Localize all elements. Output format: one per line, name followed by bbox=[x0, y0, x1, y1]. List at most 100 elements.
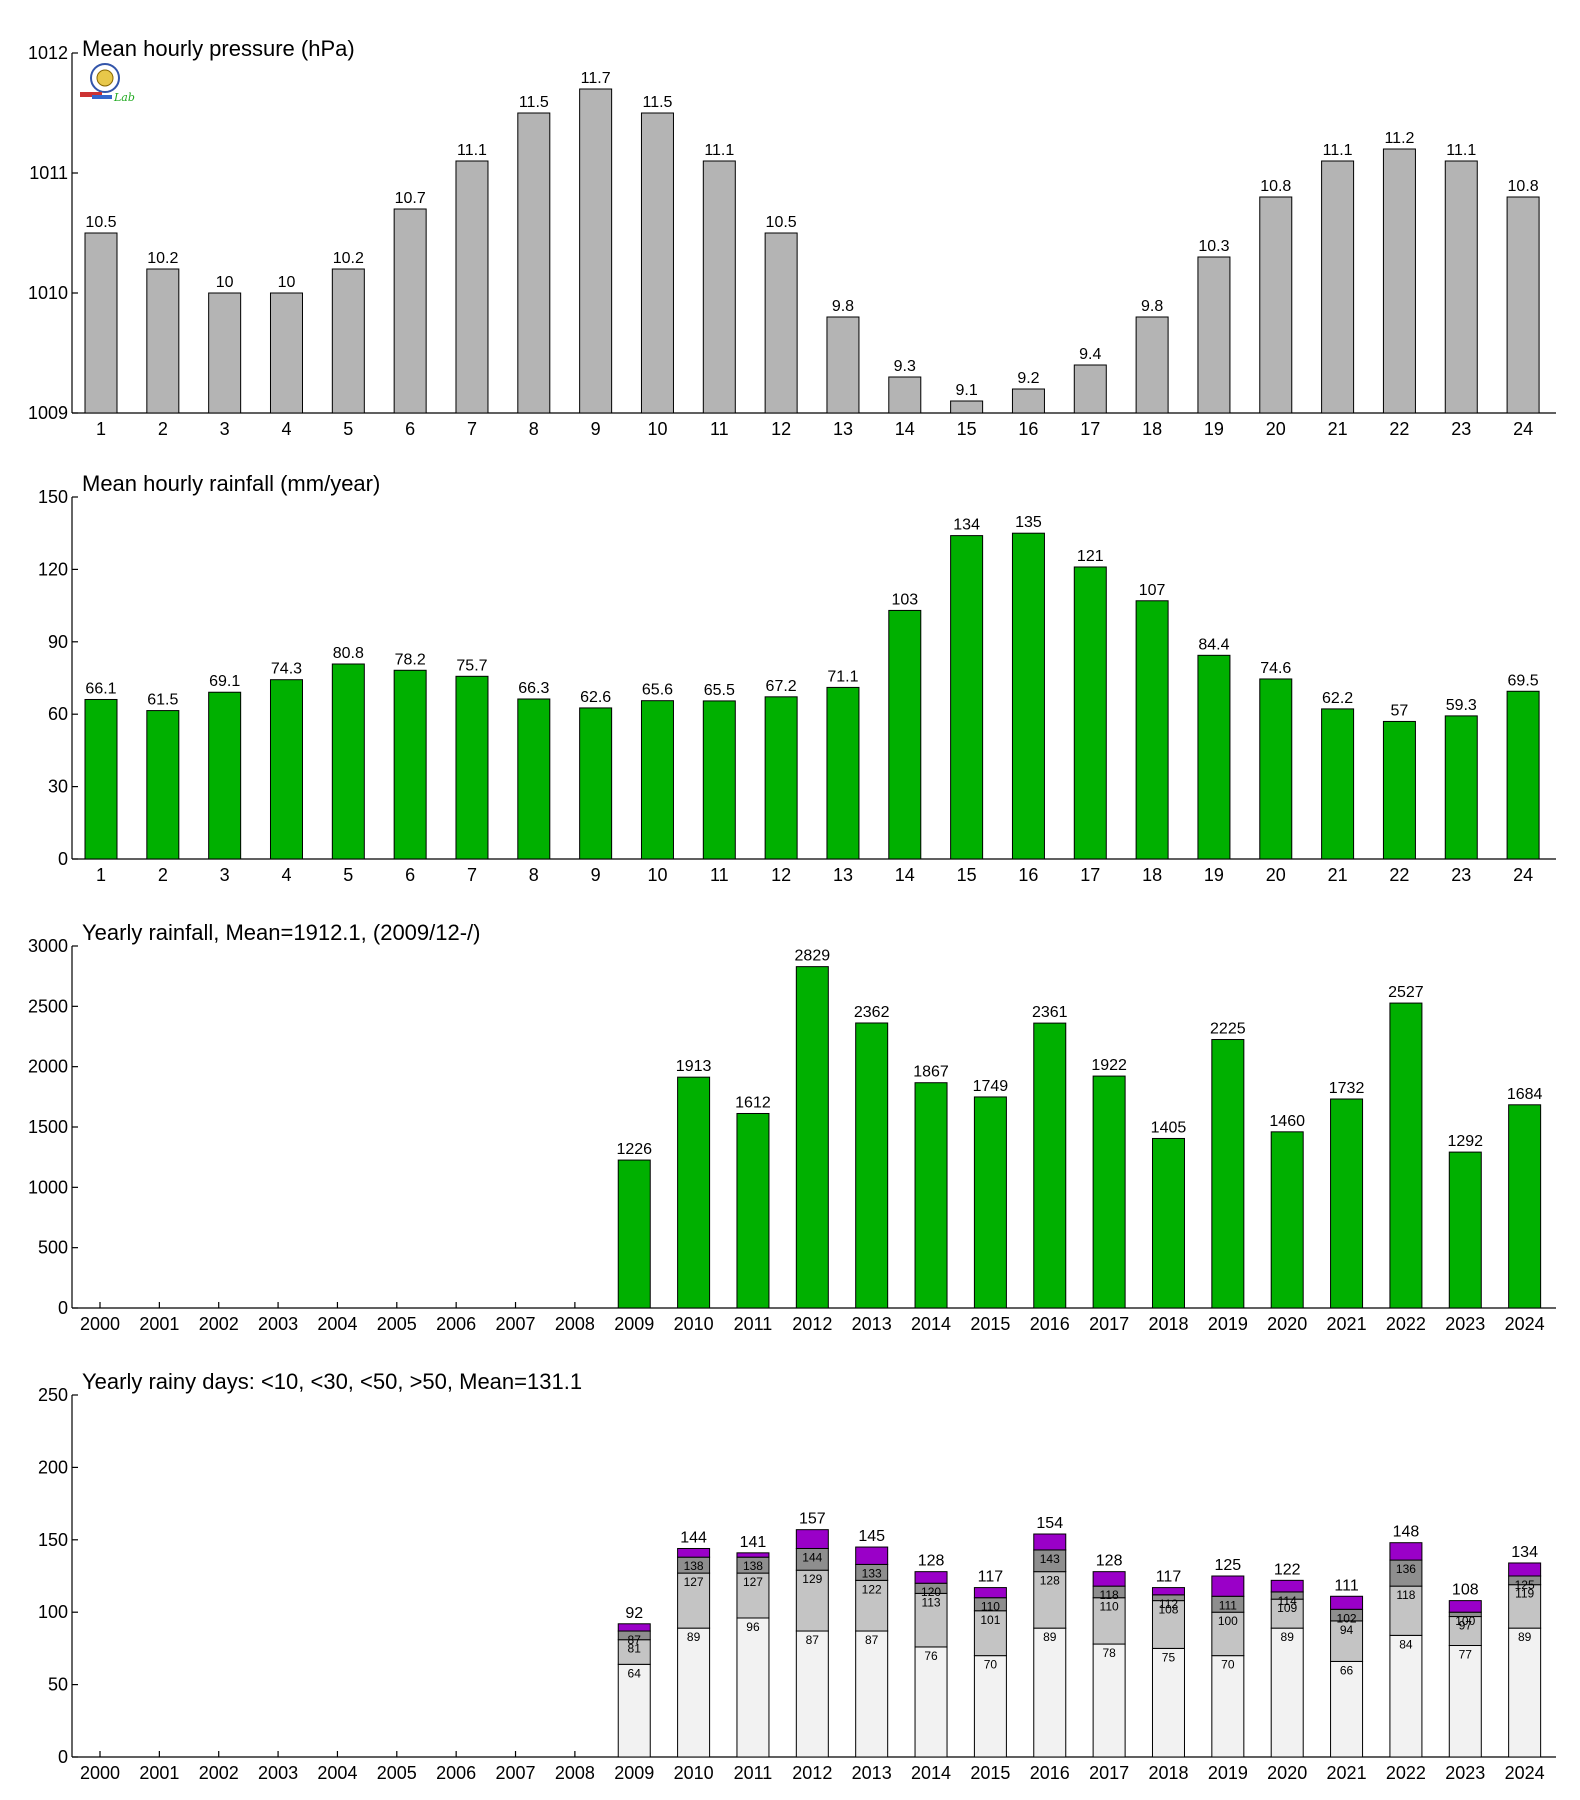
rainy-days-bar-lt10 bbox=[1151, 1647, 1185, 1758]
rainy-days-x-tick-label: 2014 bbox=[911, 1763, 951, 1783]
hourly-rain-x-tick-label: 19 bbox=[1204, 865, 1224, 885]
yearly-rain-bar bbox=[1330, 1098, 1364, 1309]
hourly-rain-data-label: 59.3 bbox=[1446, 697, 1477, 714]
yearly-rain-y-tick-label: 1500 bbox=[28, 1117, 68, 1137]
pressure-bar bbox=[1382, 148, 1416, 414]
hourly-rain-bar bbox=[702, 700, 736, 860]
rainy-days-segment-label: 101 bbox=[980, 1613, 1000, 1627]
yearly-rain-x-tick-label: 2018 bbox=[1148, 1314, 1188, 1334]
hourly-rain-y-tick-label: 30 bbox=[48, 777, 68, 797]
pressure-x-tick-label: 15 bbox=[957, 419, 977, 439]
hourly-rain-bar bbox=[1444, 715, 1478, 860]
hourly-rain-data-label: 84.4 bbox=[1198, 636, 1229, 653]
rainy-days-bar-gt50 bbox=[1151, 1587, 1185, 1596]
hourly-rain-y-tick-label: 150 bbox=[38, 487, 68, 507]
pressure-data-label: 11.7 bbox=[581, 70, 611, 87]
pressure-data-label: 11.2 bbox=[1384, 130, 1414, 147]
pressure-x-tick-label: 4 bbox=[281, 419, 291, 439]
hourly-rain-y-tick-label: 90 bbox=[48, 632, 68, 652]
rainy-days-segment-label: 109 bbox=[1277, 1601, 1297, 1615]
hourly-rain-chart-title: Mean hourly rainfall (mm/year) bbox=[82, 471, 380, 496]
hourly-rain-x-tick-label: 5 bbox=[343, 865, 353, 885]
pressure-x-tick-label: 9 bbox=[591, 419, 601, 439]
yearly-rain-x-tick-label: 2021 bbox=[1327, 1314, 1367, 1334]
hourly-rain-data-label: 74.6 bbox=[1260, 660, 1291, 677]
rainy-days-segment-label: 118 bbox=[1396, 1588, 1415, 1602]
hourly-rain-bar bbox=[764, 696, 798, 860]
rainy-days-y-tick-label: 50 bbox=[48, 1675, 68, 1695]
hourly-rain-bar bbox=[888, 609, 922, 860]
rainy-days-segment-label: 97 bbox=[1459, 1619, 1473, 1633]
pressure-bar bbox=[1135, 316, 1169, 414]
rainy-days-data-label: 125 bbox=[1214, 1557, 1241, 1574]
yearly-rain-bar bbox=[736, 1112, 770, 1309]
rainy-days-segment-label: 66 bbox=[1340, 1663, 1354, 1677]
yearly-rain-x-tick-label: 2000 bbox=[80, 1314, 120, 1334]
yearly-rain-x-tick-label: 2013 bbox=[852, 1314, 892, 1334]
yearly-rain-x-tick-label: 2024 bbox=[1505, 1314, 1545, 1334]
rainy-days-data-label: 108 bbox=[1452, 1582, 1479, 1599]
hourly-rain-data-label: 66.1 bbox=[85, 680, 116, 697]
rainy-days-bar-gt50 bbox=[914, 1571, 948, 1584]
rainy-days-bar-lt10 bbox=[855, 1630, 889, 1758]
yearly-rain-data-label: 1732 bbox=[1329, 1080, 1365, 1097]
rainy-days-segment-label: 143 bbox=[1040, 1552, 1060, 1566]
rainy-days-bar-gt50 bbox=[677, 1547, 711, 1558]
yearly-rain-data-label: 2829 bbox=[795, 948, 831, 965]
rainy-days-data-label: 117 bbox=[1156, 1569, 1182, 1586]
yearly-rain-x-tick-label: 2002 bbox=[199, 1314, 239, 1334]
pressure-data-label: 11.1 bbox=[457, 142, 487, 159]
pressure-x-tick-label: 10 bbox=[647, 419, 667, 439]
yearly-rain-x-tick-label: 2010 bbox=[674, 1314, 714, 1334]
hourly-rain-data-label: 75.7 bbox=[456, 657, 487, 674]
yearly-rain-y-tick-label: 2500 bbox=[28, 996, 68, 1016]
rainy-days-bar-lt30 bbox=[1211, 1611, 1245, 1657]
pressure-x-tick-label: 16 bbox=[1018, 419, 1038, 439]
pressure-x-tick-label: 3 bbox=[220, 419, 230, 439]
pressure-data-label: 11.5 bbox=[519, 94, 549, 111]
yearly-rain-x-tick-label: 2015 bbox=[970, 1314, 1010, 1334]
hourly-rain-data-label: 69.5 bbox=[1508, 672, 1539, 689]
hourly-rain-bar bbox=[1321, 708, 1355, 860]
pressure-y-tick-label: 1012 bbox=[28, 43, 68, 63]
hourly-rain-bar bbox=[84, 698, 118, 860]
yearly-rain-bar bbox=[677, 1076, 711, 1309]
rainy-days-segment-label: 113 bbox=[921, 1595, 940, 1609]
rainy-days-segment-label: 75 bbox=[1162, 1650, 1176, 1664]
hourly-rain-x-tick-label: 24 bbox=[1513, 865, 1533, 885]
yearly-rain-y-tick-label: 500 bbox=[38, 1238, 68, 1258]
rainy-days-chart: 0 50 100 150 200 250 2000 2001 2002 2003 2004 2005 2… bbox=[38, 1385, 1556, 1783]
rainy-days-bar-lt50 bbox=[1389, 1559, 1423, 1587]
rainy-days-bar-lt30 bbox=[1151, 1600, 1185, 1649]
hourly-rain-bar bbox=[1506, 690, 1540, 860]
pressure-data-label: 10 bbox=[216, 274, 234, 291]
hourly-rain-x-tick-label: 4 bbox=[281, 865, 291, 885]
rainy-days-bar-lt10 bbox=[1211, 1655, 1245, 1758]
pressure-bar bbox=[764, 232, 798, 414]
pressure-data-label: 9.8 bbox=[832, 298, 854, 315]
yearly-rain-bar bbox=[1508, 1104, 1542, 1309]
pressure-data-label: 10.2 bbox=[147, 250, 178, 267]
yearly-rain-bar bbox=[1270, 1131, 1304, 1309]
pressure-bar bbox=[826, 316, 860, 414]
rainy-days-segment-label: 100 bbox=[1218, 1614, 1238, 1628]
pressure-bar bbox=[517, 112, 551, 414]
rainy-days-segment-label: 77 bbox=[1459, 1648, 1473, 1662]
pressure-bar bbox=[455, 160, 489, 414]
rainy-days-bar-lt10 bbox=[677, 1627, 711, 1758]
hourly-rain-x-tick-label: 9 bbox=[591, 865, 601, 885]
hourly-rain-y-tick-label: 60 bbox=[48, 704, 68, 724]
hourly-rain-data-label: 62.6 bbox=[580, 689, 611, 706]
pressure-data-label: 10.5 bbox=[85, 214, 116, 231]
yearly-rain-data-label: 1749 bbox=[973, 1078, 1009, 1095]
yearly-rain-x-tick-label: 2019 bbox=[1208, 1314, 1248, 1334]
pressure-bar bbox=[640, 112, 674, 414]
rainy-days-segment-label: 87 bbox=[806, 1633, 820, 1647]
rainy-days-chart-title: Yearly rainy days: <10, <30, <50, >50, M… bbox=[82, 1369, 582, 1394]
hourly-rain-x-tick-label: 17 bbox=[1080, 865, 1100, 885]
rainy-days-data-label: 128 bbox=[1096, 1553, 1123, 1570]
rainy-days-segment-label: 102 bbox=[1337, 1611, 1357, 1625]
yearly-rain-x-tick-label: 2007 bbox=[495, 1314, 535, 1334]
